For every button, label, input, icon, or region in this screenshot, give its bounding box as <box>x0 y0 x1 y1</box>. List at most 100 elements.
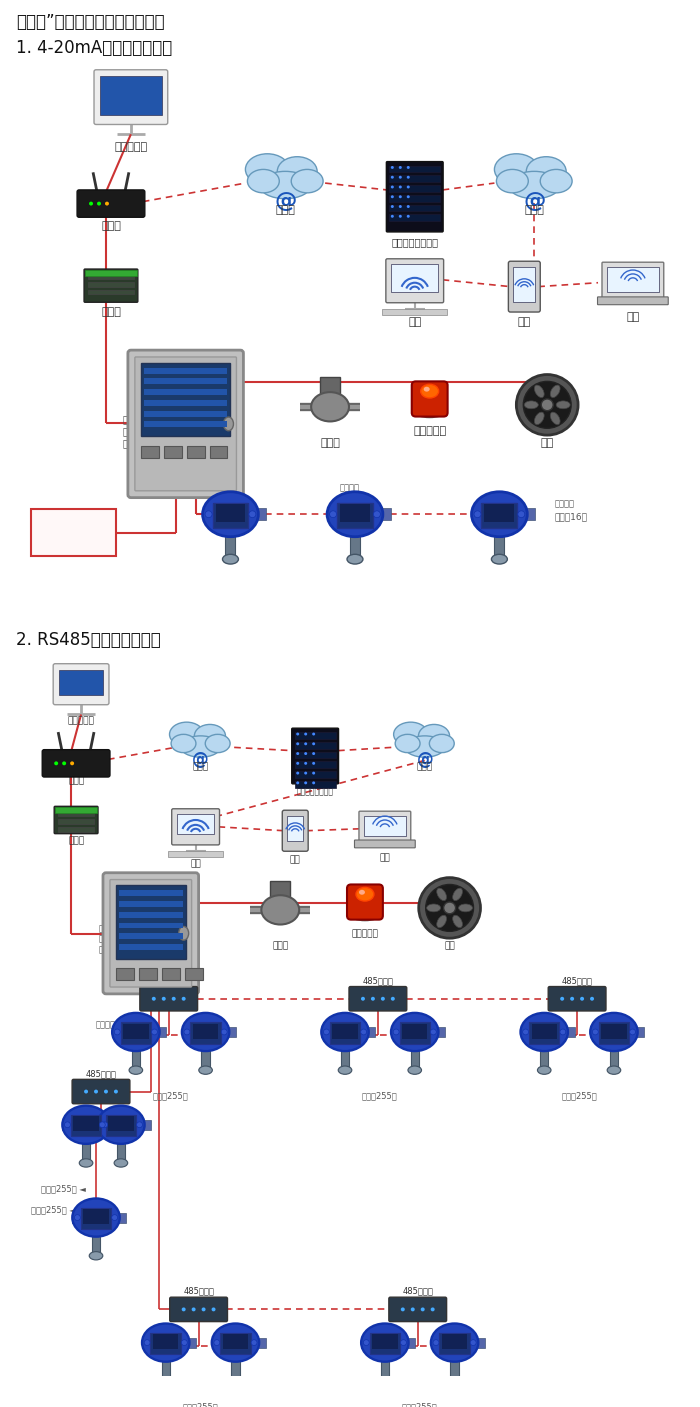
Text: 485中继器: 485中继器 <box>561 976 592 985</box>
Bar <box>519 508 536 521</box>
Bar <box>391 1027 405 1037</box>
FancyBboxPatch shape <box>135 357 237 491</box>
Ellipse shape <box>391 196 394 198</box>
Bar <box>361 1338 374 1348</box>
Ellipse shape <box>407 215 410 218</box>
Ellipse shape <box>312 771 315 775</box>
FancyBboxPatch shape <box>598 297 668 305</box>
Text: 电脑: 电脑 <box>190 860 201 868</box>
Text: 2. RS485信号连接系统图: 2. RS485信号连接系统图 <box>16 632 161 650</box>
Ellipse shape <box>407 166 410 169</box>
Bar <box>185 968 202 981</box>
Text: 信号输出: 信号输出 <box>340 484 360 492</box>
Text: 可连接255台 ◄: 可连接255台 ◄ <box>41 1185 86 1193</box>
Ellipse shape <box>199 1067 212 1075</box>
Ellipse shape <box>296 781 299 784</box>
Bar <box>382 310 447 315</box>
Ellipse shape <box>448 1376 461 1384</box>
Bar <box>142 1338 155 1348</box>
Ellipse shape <box>159 1376 172 1384</box>
Ellipse shape <box>172 996 176 1000</box>
Bar <box>482 502 517 528</box>
Ellipse shape <box>296 753 299 756</box>
Bar <box>521 1027 534 1037</box>
Ellipse shape <box>151 1029 158 1036</box>
Bar <box>251 508 266 521</box>
Bar <box>141 363 230 436</box>
Bar <box>601 1024 626 1038</box>
Text: @: @ <box>416 751 433 768</box>
Bar <box>253 1338 266 1348</box>
Bar <box>389 166 440 172</box>
Ellipse shape <box>523 1029 528 1036</box>
Ellipse shape <box>538 1067 551 1075</box>
FancyBboxPatch shape <box>128 350 244 498</box>
Text: 485中继器: 485中继器 <box>183 1287 214 1296</box>
Text: 手机: 手机 <box>290 855 300 864</box>
Bar <box>337 502 373 528</box>
Bar <box>364 816 406 836</box>
Bar <box>381 1359 389 1377</box>
Bar <box>74 1117 99 1131</box>
FancyBboxPatch shape <box>548 986 606 1012</box>
FancyBboxPatch shape <box>359 812 411 841</box>
Bar <box>106 1114 136 1137</box>
Ellipse shape <box>590 1013 638 1051</box>
Bar <box>60 670 103 695</box>
Bar <box>598 1021 629 1044</box>
Bar <box>116 968 134 981</box>
Text: 终端: 终端 <box>626 312 640 322</box>
Ellipse shape <box>408 1067 421 1075</box>
Ellipse shape <box>192 1307 195 1311</box>
Ellipse shape <box>391 186 394 189</box>
Bar <box>108 1117 134 1131</box>
Bar <box>561 1027 575 1037</box>
Bar <box>85 270 136 276</box>
Text: 可连接255台: 可连接255台 <box>402 1403 438 1407</box>
Ellipse shape <box>205 734 230 753</box>
FancyBboxPatch shape <box>103 872 199 993</box>
Ellipse shape <box>592 1029 598 1036</box>
Bar <box>153 1027 167 1037</box>
Ellipse shape <box>169 722 204 747</box>
Bar <box>162 1359 170 1377</box>
Ellipse shape <box>430 1307 435 1311</box>
Bar <box>295 761 335 768</box>
Bar <box>117 1141 125 1159</box>
Text: 互联网: 互联网 <box>524 204 544 215</box>
Ellipse shape <box>429 734 454 753</box>
Bar <box>132 1048 140 1067</box>
Ellipse shape <box>496 169 528 193</box>
Ellipse shape <box>182 1013 230 1051</box>
Bar <box>400 1021 430 1044</box>
Bar <box>295 741 335 749</box>
Ellipse shape <box>114 1159 127 1168</box>
Ellipse shape <box>361 996 365 1000</box>
Ellipse shape <box>426 885 473 931</box>
FancyBboxPatch shape <box>412 381 447 416</box>
Ellipse shape <box>590 996 594 1000</box>
FancyBboxPatch shape <box>292 729 339 784</box>
Text: 互联网: 互联网 <box>416 763 433 771</box>
Ellipse shape <box>72 1199 120 1237</box>
Text: ppm: ppm <box>229 1339 242 1345</box>
Ellipse shape <box>260 172 312 198</box>
Ellipse shape <box>391 205 394 208</box>
Bar <box>212 1338 225 1348</box>
Text: ppm: ppm <box>130 1030 143 1034</box>
Ellipse shape <box>277 156 317 186</box>
Bar <box>391 265 438 291</box>
Bar <box>540 1048 549 1067</box>
Ellipse shape <box>304 781 307 784</box>
Bar <box>442 1334 468 1349</box>
Ellipse shape <box>181 736 220 757</box>
Ellipse shape <box>560 1029 566 1036</box>
Bar <box>80 1207 111 1230</box>
Ellipse shape <box>534 386 544 398</box>
Text: ppm: ppm <box>408 1030 421 1034</box>
FancyBboxPatch shape <box>77 190 145 217</box>
Bar <box>100 76 162 115</box>
Ellipse shape <box>556 401 570 409</box>
Ellipse shape <box>144 1339 150 1345</box>
Bar <box>610 1048 618 1067</box>
